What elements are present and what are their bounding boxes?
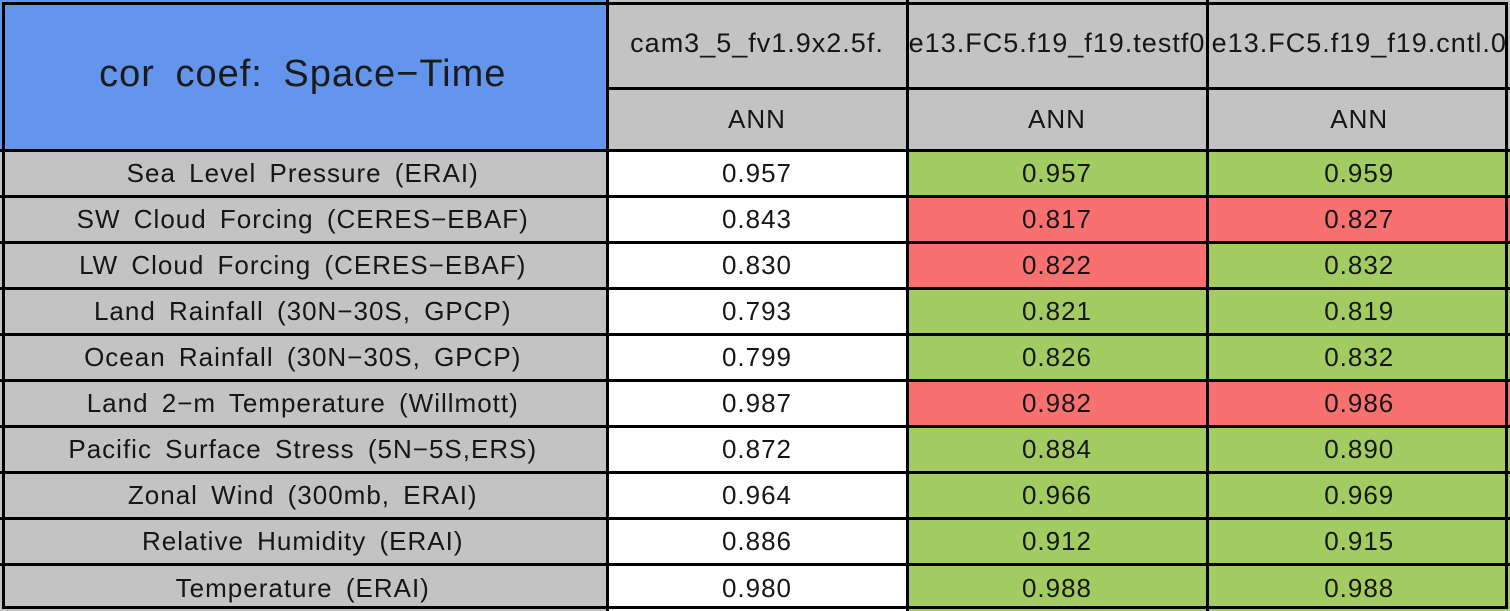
row-label-cell: Relative Humidity (ERAI)	[0, 517, 609, 567]
row-label-cell: Zonal Wind (300mb, ERAI)	[0, 471, 609, 521]
table-row: Land Rainfall (30N−30S, GPCP) 0.793 0.82…	[0, 286, 1510, 336]
season-cell-1: ANN	[605, 86, 909, 152]
value-cell: 0.964	[605, 471, 909, 521]
table-row: Sea Level Pressure (ERAI) 0.957 0.957 0.…	[0, 148, 1510, 198]
row-label-cell: Sea Level Pressure (ERAI)	[0, 148, 609, 198]
value-cell: 0.884	[905, 425, 1209, 475]
value-cell: 0.986	[1205, 378, 1510, 429]
value-cell: 0.819	[1205, 286, 1510, 336]
table-row: Pacific Surface Stress (5N−5S,ERS) 0.872…	[0, 425, 1510, 475]
row-label-cell: Pacific Surface Stress (5N−5S,ERS)	[0, 425, 609, 475]
table-row: Relative Humidity (ERAI) 0.886 0.912 0.9…	[0, 517, 1510, 567]
value-cell: 0.826	[905, 332, 1209, 382]
value-cell: 0.982	[905, 378, 1209, 429]
season-cell-3: ANN	[1205, 86, 1510, 152]
value-cell: 0.969	[1205, 471, 1510, 521]
model-header-cell-3: e13.FC5.f19_f19.cntl.0	[1205, 0, 1510, 90]
value-cell: 0.957	[905, 148, 1209, 198]
table-row: Ocean Rainfall (30N−30S, GPCP) 0.799 0.8…	[0, 332, 1510, 382]
value-cell: 0.987	[605, 378, 909, 429]
value-cell: 0.912	[905, 517, 1209, 567]
row-label-cell: Land 2−m Temperature (Willmott)	[0, 378, 609, 429]
value-cell: 0.915	[1205, 517, 1510, 567]
value-cell: 0.793	[605, 286, 909, 336]
table-row: Land 2−m Temperature (Willmott) 0.987 0.…	[0, 378, 1510, 429]
value-cell: 0.980	[605, 563, 909, 611]
model-header-row: cor coef: Space−Time cam3_5_fv1.9x2.5f. …	[0, 0, 1510, 152]
value-cell: 0.822	[905, 240, 1209, 290]
value-cell: 0.832	[1205, 240, 1510, 290]
value-cell: 0.830	[605, 240, 909, 290]
model-name-1: cam3_5_fv1.9x2.5f.	[630, 27, 884, 58]
table-row: SW Cloud Forcing (CERES−EBAF) 0.843 0.81…	[0, 194, 1510, 244]
row-label-cell: Ocean Rainfall (30N−30S, GPCP)	[0, 332, 609, 382]
value-cell: 0.799	[605, 332, 909, 382]
value-cell: 0.832	[1205, 332, 1510, 382]
model-name-2: e13.FC5.f19_f19.testf0	[908, 27, 1206, 58]
model-header-cell-1: cam3_5_fv1.9x2.5f.	[605, 0, 909, 90]
model-name-3: e13.FC5.f19_f19.cntl.0	[1211, 27, 1507, 58]
row-label-cell: SW Cloud Forcing (CERES−EBAF)	[0, 194, 609, 244]
value-cell: 0.886	[605, 517, 909, 567]
table-title: cor coef: Space−Time	[99, 52, 507, 95]
season-cell-2: ANN	[905, 86, 1209, 152]
value-cell: 0.988	[1205, 563, 1510, 611]
model-header-cell-2: e13.FC5.f19_f19.testf0	[905, 0, 1209, 90]
value-cell: 0.817	[905, 194, 1209, 244]
value-cell: 0.872	[605, 425, 909, 475]
table-row: LW Cloud Forcing (CERES−EBAF) 0.830 0.82…	[0, 240, 1510, 290]
value-cell: 0.827	[1205, 194, 1510, 244]
row-label-cell: Land Rainfall (30N−30S, GPCP)	[0, 286, 609, 336]
value-cell: 0.959	[1205, 148, 1510, 198]
table-row: Temperature (ERAI) 0.980 0.988 0.988	[0, 563, 1510, 611]
value-cell: 0.821	[905, 286, 1209, 336]
row-label-cell: LW Cloud Forcing (CERES−EBAF)	[0, 240, 609, 290]
table-row: Zonal Wind (300mb, ERAI) 0.964 0.966 0.9…	[0, 471, 1510, 521]
value-cell: 0.843	[605, 194, 909, 244]
value-cell: 0.988	[905, 563, 1209, 611]
row-label-cell: Temperature (ERAI)	[0, 563, 609, 611]
value-cell: 0.890	[1205, 425, 1510, 475]
value-cell: 0.966	[905, 471, 1209, 521]
table-title-cell: cor coef: Space−Time	[0, 0, 609, 152]
value-cell: 0.957	[605, 148, 909, 198]
season-header-row: ANN ANN ANN	[0, 86, 1510, 152]
